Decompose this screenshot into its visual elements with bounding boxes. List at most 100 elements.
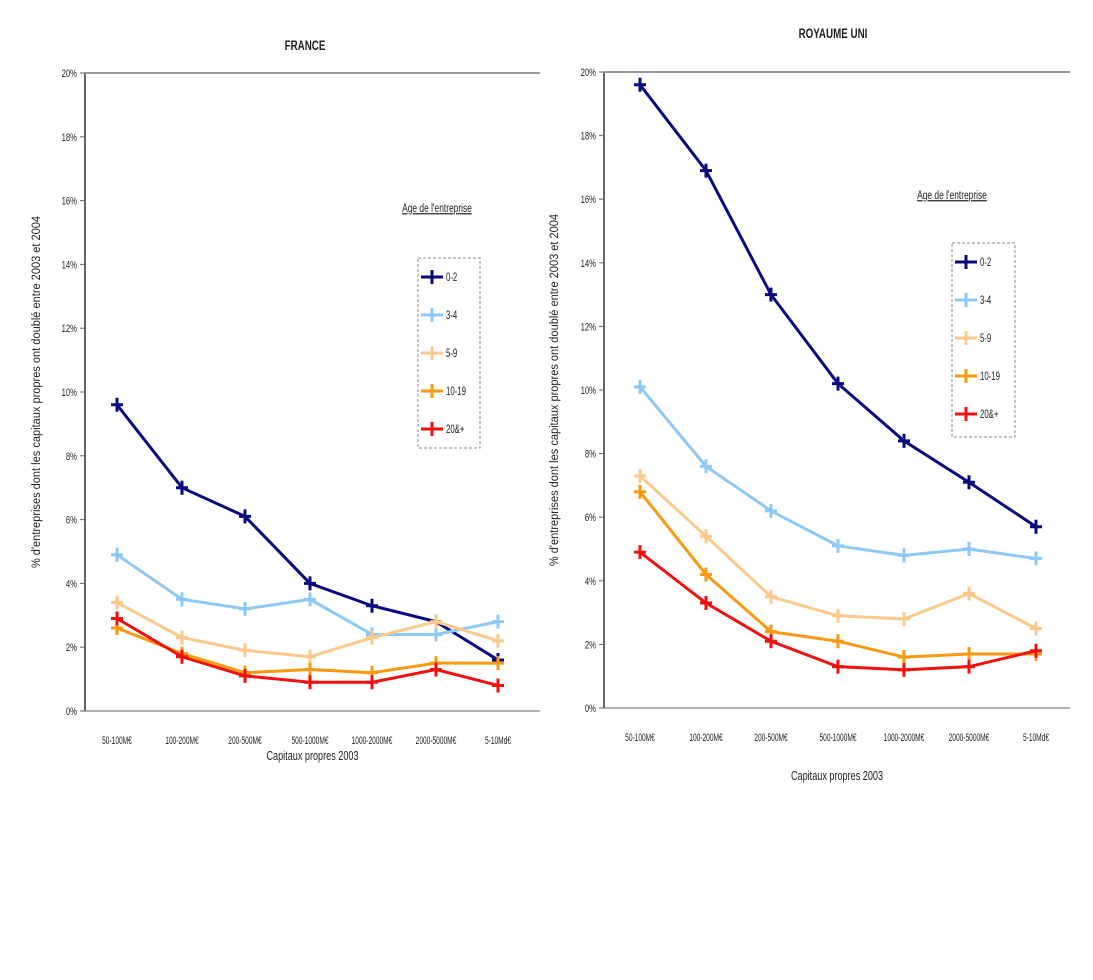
data-point: [239, 668, 251, 683]
x-tick-label: 200-500M€: [228, 734, 261, 746]
data-point: [176, 480, 188, 495]
data-point: [176, 630, 188, 645]
y-tick-label: 10%: [581, 385, 597, 398]
data-point: [492, 678, 504, 693]
x-tick-label: 500-1000M€: [819, 731, 856, 743]
y-tick-label: 12%: [62, 323, 78, 336]
data-point: [765, 287, 777, 302]
x-tick-label: 100-200M€: [165, 734, 198, 746]
y-tick-label: 6%: [66, 514, 78, 527]
series-20&+: [111, 611, 504, 693]
data-point: [700, 567, 712, 582]
data-point: [963, 586, 975, 601]
series-line: [638, 490, 1036, 659]
chart-royaume-uni: ROYAUME UNI 0% 2% 4% 6% 8% 10% 12% 14% 16% 18% 20% 5…: [549, 25, 1070, 783]
data-point: [898, 650, 910, 665]
data-point: [176, 592, 188, 607]
legend: 0-2 3-4 5-9 10-19 20&+: [951, 242, 1016, 438]
series-20&+: [634, 545, 1042, 677]
x-tick-label: 5-10Md€: [485, 734, 511, 746]
y-tick-label: 16%: [581, 194, 597, 207]
legend-label: 5-9: [446, 348, 458, 361]
data-point: [111, 611, 123, 626]
x-axis-label: Capitaux propres 2003: [266, 750, 358, 764]
data-point: [239, 509, 251, 524]
x-tick-label: 5-10Md€: [1023, 731, 1049, 743]
legend-marker: [421, 270, 443, 284]
legend-box: [951, 242, 1016, 438]
x-tick-label: 50-100M€: [102, 734, 132, 746]
data-point: [765, 634, 777, 649]
data-point: [963, 475, 975, 490]
data-point: [304, 649, 316, 664]
y-tick-label: 8%: [66, 451, 78, 464]
legend-label: 10-19: [980, 371, 1000, 384]
legend-label: 20&+: [446, 424, 464, 437]
y-tick-label: 14%: [62, 259, 78, 272]
legend-label: 3-4: [446, 310, 458, 323]
legend-title: Age de l'entreprise: [917, 190, 987, 203]
data-point: [634, 77, 646, 92]
y-tick-label: 10%: [62, 387, 78, 400]
legend-marker: [421, 422, 443, 436]
y-axis-label: % d'entreprises dont les capitaux propre…: [549, 213, 561, 566]
data-point: [832, 659, 844, 674]
legend-label: 0-2: [980, 257, 992, 270]
y-tick-label: 0%: [66, 706, 78, 719]
legend-marker: [955, 293, 977, 307]
data-point: [430, 627, 442, 642]
legend-label: 0-2: [446, 272, 458, 285]
data-point: [700, 459, 712, 474]
x-tick-label: 1000-2000M€: [884, 731, 925, 743]
data-point: [239, 643, 251, 658]
data-point: [1030, 643, 1042, 658]
chart-title: FRANCE: [285, 37, 326, 53]
data-point: [366, 598, 378, 613]
data-point: [898, 611, 910, 626]
series-5-9: [111, 595, 504, 664]
data-point: [963, 659, 975, 674]
data-point: [111, 397, 123, 412]
series-0-2: [634, 77, 1042, 534]
data-point: [176, 649, 188, 664]
legend-label: 5-9: [980, 333, 992, 346]
chart-title: ROYAUME UNI: [799, 25, 868, 41]
data-point: [898, 433, 910, 448]
series-line: [116, 601, 499, 659]
legend-box: [417, 257, 481, 449]
data-point: [963, 646, 975, 661]
y-tick-label: 18%: [62, 132, 78, 145]
data-point: [898, 548, 910, 563]
x-axis-label: Capitaux propres 2003: [791, 770, 883, 784]
legend-marker: [955, 331, 977, 345]
series-10-19: [634, 484, 1042, 665]
data-point: [430, 614, 442, 629]
data-point: [492, 614, 504, 629]
data-point: [492, 633, 504, 648]
legend-label: 10-19: [446, 386, 466, 399]
legend-marker: [421, 308, 443, 322]
legend-marker: [421, 346, 443, 360]
legend-title: Age de l'entreprise: [402, 203, 472, 216]
data-point: [963, 542, 975, 556]
data-point: [700, 596, 712, 611]
y-tick-label: 4%: [66, 578, 78, 591]
data-point: [765, 503, 777, 518]
legend-marker: [421, 384, 443, 398]
y-tick-label: 0%: [585, 703, 597, 716]
data-point: [304, 576, 316, 591]
y-tick-label: 18%: [581, 130, 597, 143]
data-point: [634, 468, 646, 483]
y-tick-label: 12%: [581, 321, 597, 334]
y-tick-label: 14%: [581, 258, 597, 271]
data-point: [832, 538, 844, 553]
data-point: [239, 601, 251, 616]
legend-marker: [955, 407, 977, 421]
legend-marker: [955, 255, 977, 269]
data-point: [700, 163, 712, 178]
series-line: [116, 617, 499, 687]
data-point: [634, 484, 646, 499]
x-tick-label: 100-200M€: [689, 731, 722, 743]
data-point: [634, 379, 646, 394]
